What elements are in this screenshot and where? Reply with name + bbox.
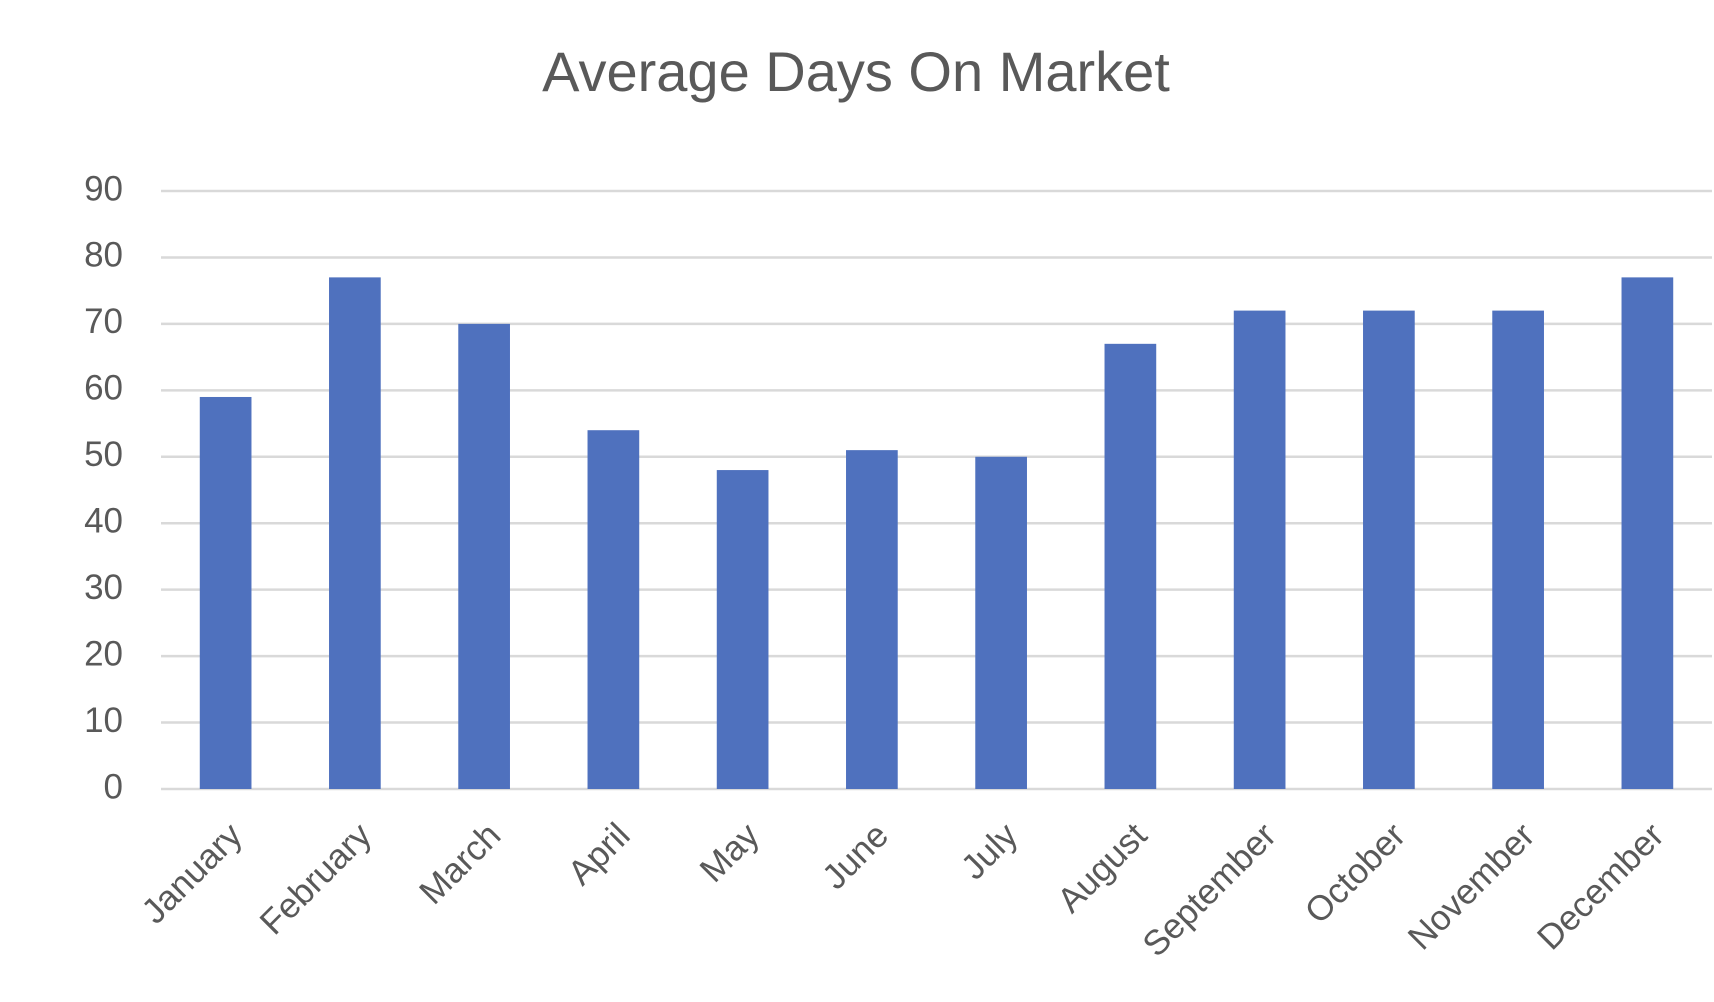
y-tick-label: 80 (84, 236, 123, 275)
bar (716, 470, 769, 789)
y-tick-label: 50 (84, 435, 123, 474)
bar (1363, 310, 1415, 789)
bar (587, 430, 640, 789)
bar (1621, 277, 1674, 789)
y-tick-label: 0 (104, 767, 123, 806)
y-tick-label: 30 (84, 568, 123, 607)
y-tick-label: 40 (84, 501, 123, 540)
bar (458, 323, 510, 789)
chart-title: Average Days On Market (542, 40, 1170, 103)
bar (846, 450, 898, 789)
bar (1492, 310, 1544, 789)
bar (975, 456, 1027, 789)
bar (1233, 310, 1286, 789)
y-tick-label: 90 (84, 169, 123, 208)
bar (329, 277, 381, 789)
y-tick-label: 60 (84, 369, 123, 408)
y-tick-label: 10 (84, 701, 123, 740)
y-tick-label: 70 (84, 302, 123, 341)
bar (199, 396, 252, 789)
y-tick-label: 20 (84, 634, 123, 673)
bar (1104, 343, 1157, 789)
